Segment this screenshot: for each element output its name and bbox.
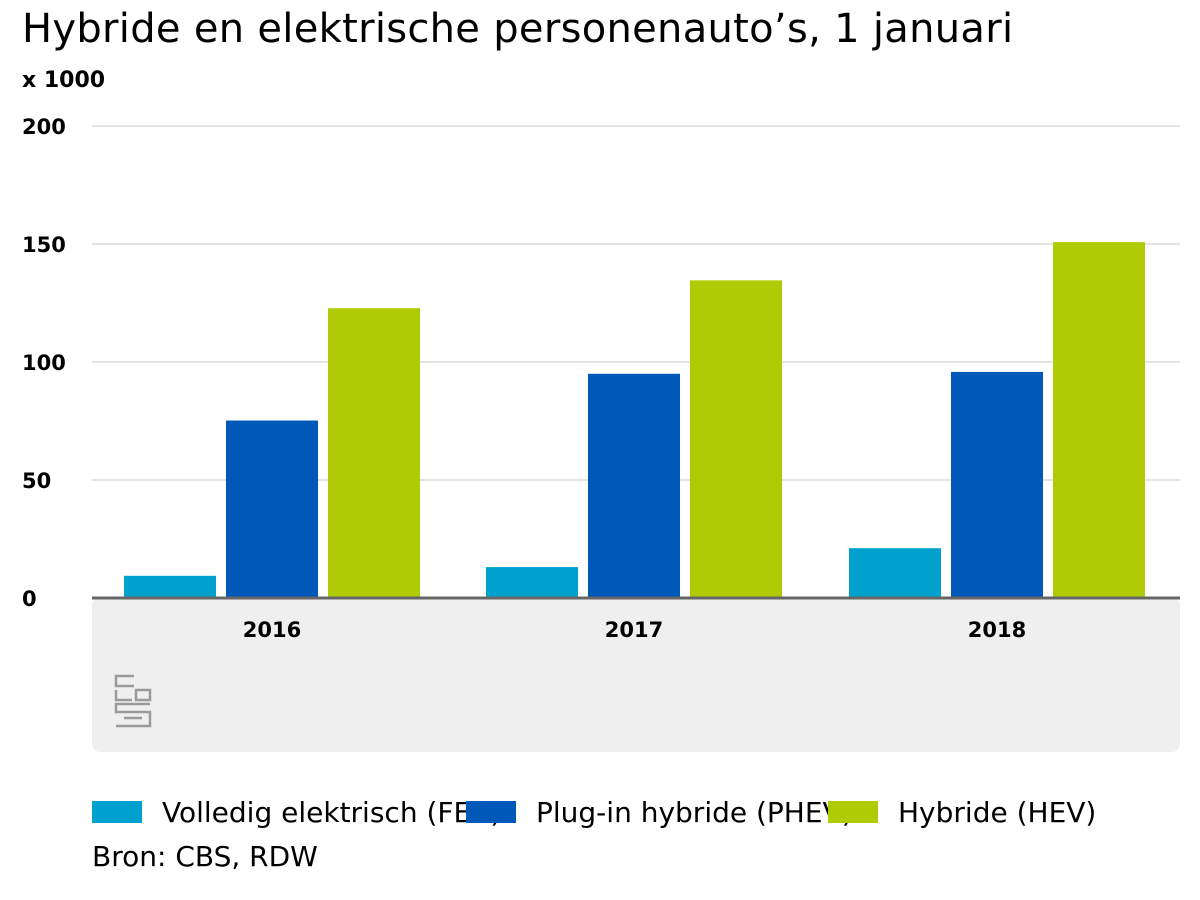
legend: Volledig elektrisch (FEV) Plug-in hybrid… <box>92 792 1192 832</box>
legend-item-fev: Volledig elektrisch (FEV) <box>92 792 501 832</box>
bar-2018-series-1 <box>951 371 1043 598</box>
y-tick-label: 200 <box>22 115 66 139</box>
bar-2016-series-2 <box>328 308 420 598</box>
x-tick-label: 2016 <box>243 618 301 642</box>
legend-item-hev: Hybride (HEV) <box>828 792 1096 832</box>
cbs-logo-icon <box>114 674 152 728</box>
y-tick-label: 0 <box>22 587 37 611</box>
category-axis-band <box>92 598 1180 752</box>
bar-2018-series-2 <box>1053 242 1145 598</box>
bar-2017-series-1 <box>588 373 680 598</box>
legend-item-phev: Plug-in hybride (PHEV) <box>466 792 853 832</box>
chart-subtitle: x 1000 <box>22 68 106 93</box>
y-tick-label: 150 <box>22 233 66 257</box>
x-tick-label: 2018 <box>968 618 1026 642</box>
chart-title: Hybride en elektrische personenauto’s, 1… <box>22 6 1014 52</box>
legend-swatch-fev <box>92 801 142 823</box>
bar-chart: 0 50 100 150 200 2016 2017 2018 <box>22 115 1180 752</box>
legend-label-hev: Hybride (HEV) <box>898 795 1097 829</box>
bar-2016-series-0 <box>124 575 216 598</box>
bar-2018-series-0 <box>849 548 941 598</box>
legend-label-phev: Plug-in hybride (PHEV) <box>536 795 853 829</box>
bar-2017-series-2 <box>690 280 782 598</box>
x-axis-labels: 2016 2017 2018 <box>243 618 1026 642</box>
bars <box>124 242 1145 598</box>
source-note: Bron: CBS, RDW <box>92 840 318 873</box>
bar-2017-series-0 <box>486 567 578 598</box>
y-tick-label: 50 <box>22 469 51 493</box>
bar-2016-series-1 <box>226 420 318 598</box>
legend-swatch-hev <box>828 801 878 823</box>
y-tick-label: 100 <box>22 351 66 375</box>
legend-label-fev: Volledig elektrisch (FEV) <box>162 795 502 829</box>
y-axis-labels: 0 50 100 150 200 <box>22 115 66 611</box>
x-tick-label: 2017 <box>605 618 663 642</box>
legend-swatch-phev <box>466 801 516 823</box>
